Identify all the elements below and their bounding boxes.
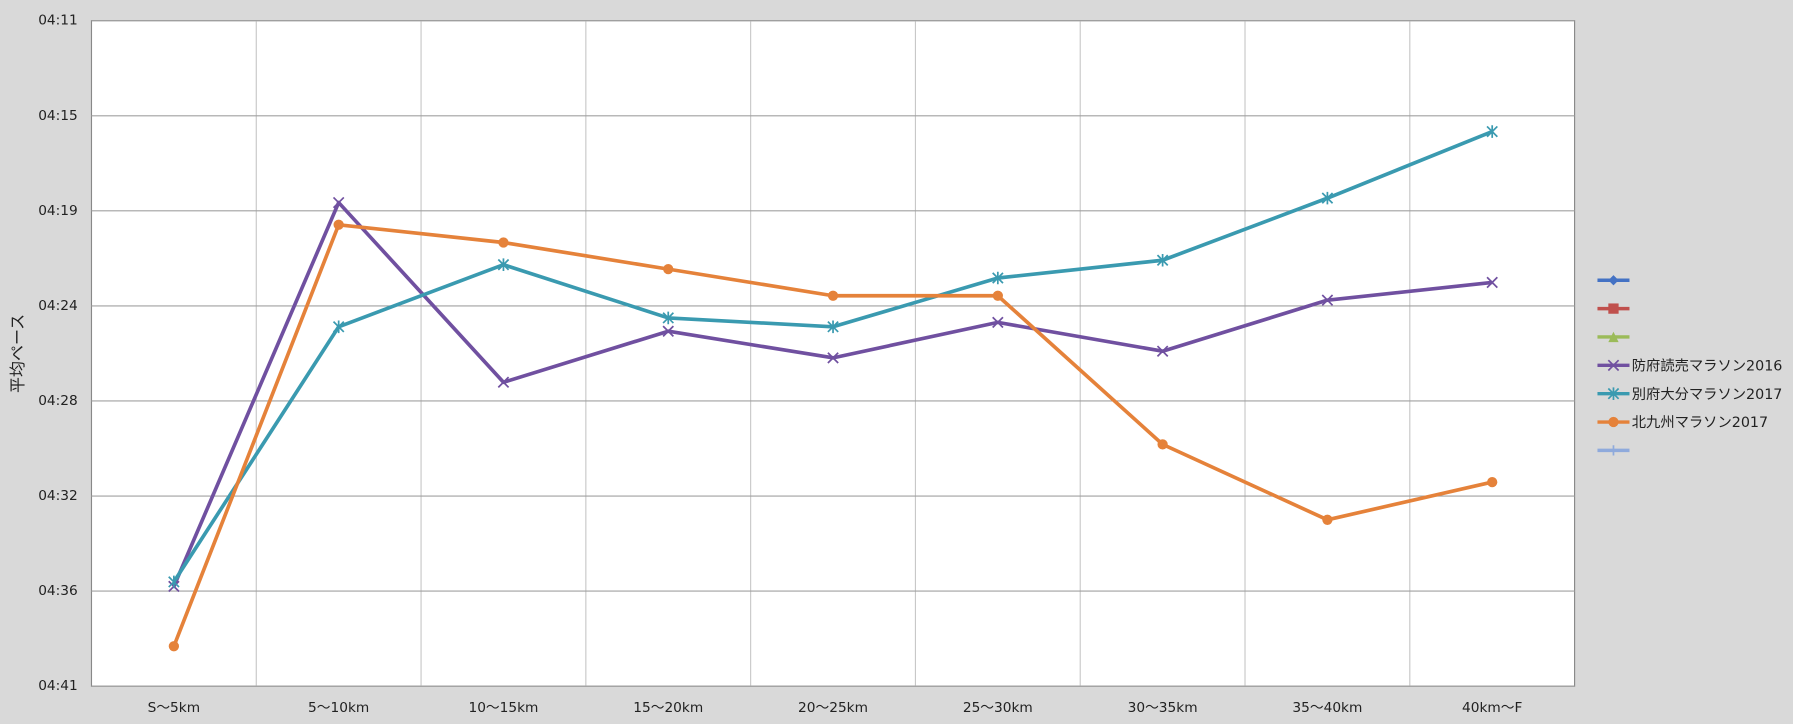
- marker: [662, 325, 674, 337]
- marker: [168, 575, 180, 589]
- marker: [827, 320, 839, 334]
- legend-marker: [1607, 359, 1620, 372]
- marker: [1156, 345, 1169, 357]
- x-tick-label: 10〜15km: [468, 700, 538, 716]
- legend-marker: [1608, 416, 1619, 428]
- legend-marker: [1607, 387, 1620, 400]
- y-tick-label: 04:11: [38, 13, 78, 29]
- legend-marker: [1608, 275, 1619, 286]
- marker: [498, 237, 509, 248]
- x-tick-label: S〜5km: [148, 700, 200, 716]
- marker: [992, 271, 1004, 285]
- legend-label: 防府読売マラソン2016: [1632, 357, 1783, 374]
- y-tick-label: 04:15: [38, 108, 78, 124]
- marker: [1157, 439, 1168, 450]
- marker: [663, 263, 674, 275]
- marker: [1486, 276, 1498, 289]
- y-tick-label: 04:36: [38, 583, 78, 599]
- x-tick-label: 25〜30km: [963, 700, 1033, 716]
- legend-marker: [1608, 303, 1619, 314]
- marker: [1321, 294, 1334, 306]
- y-tick-label: 04:41: [38, 678, 78, 694]
- plot-area: [90, 20, 1576, 687]
- marker: [1487, 476, 1498, 488]
- marker: [497, 258, 510, 271]
- marker: [992, 290, 1003, 301]
- marker: [1156, 253, 1169, 267]
- legend-marker: [1608, 445, 1619, 456]
- marker: [1321, 191, 1334, 205]
- x-tick-label: 5〜10km: [308, 700, 369, 716]
- marker: [1322, 514, 1333, 525]
- marker: [333, 219, 344, 230]
- marker: [168, 641, 180, 652]
- y-tick-label: 04:24: [38, 298, 78, 314]
- x-tick-label: 40km〜F: [1462, 700, 1522, 716]
- y-axis-label: 平均ペース: [8, 314, 27, 393]
- y-tick-label: 04:32: [38, 488, 78, 504]
- legend-marker: [1608, 331, 1619, 343]
- marker: [497, 376, 510, 389]
- marker: [1486, 125, 1498, 138]
- marker: [662, 311, 674, 325]
- marker: [332, 196, 345, 209]
- x-tick-label: 35〜40km: [1292, 700, 1362, 716]
- legend-label: 北九州マラソン2017: [1632, 414, 1768, 431]
- y-tick-label: 04:28: [38, 393, 78, 409]
- x-tick-label: 30〜35km: [1128, 700, 1198, 716]
- marker: [992, 316, 1004, 329]
- y-tick-label: 04:19: [38, 203, 78, 219]
- legend-label: 別府大分マラソン2017: [1632, 386, 1783, 403]
- marker: [332, 320, 345, 334]
- marker: [827, 290, 839, 301]
- x-tick-label: 15〜20km: [633, 700, 703, 716]
- x-tick-label: 20〜25km: [798, 700, 868, 716]
- marker: [827, 352, 839, 364]
